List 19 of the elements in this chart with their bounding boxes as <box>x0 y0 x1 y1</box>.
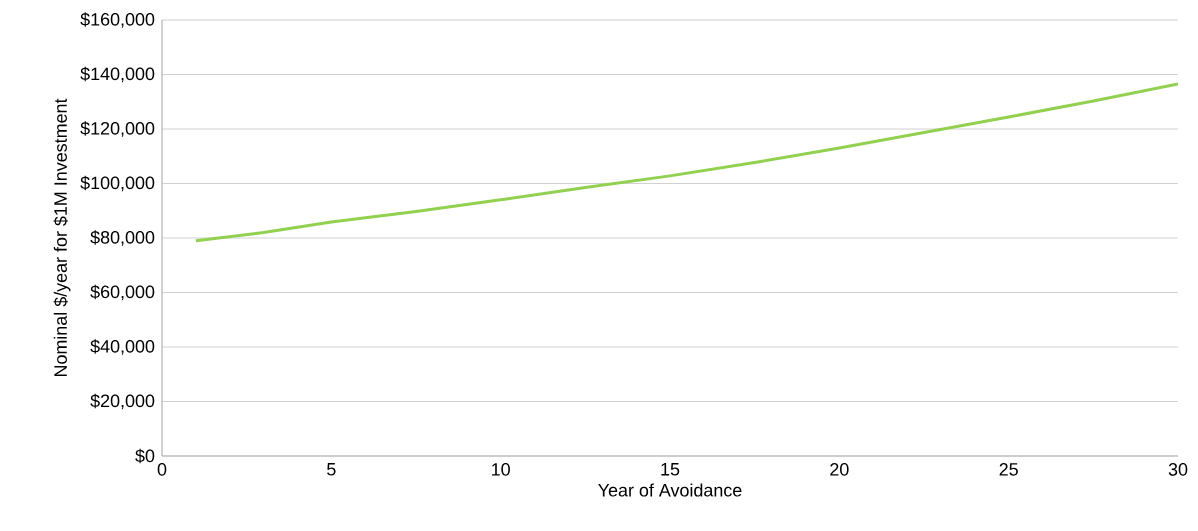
x-axis-title: Year of Avoidance <box>598 483 742 497</box>
x-tick-label: 15 <box>661 463 680 476</box>
y-tick-label: $100,000 <box>80 175 155 192</box>
y-tick-label: $140,000 <box>80 66 155 83</box>
x-tick-label: 30 <box>1168 463 1188 476</box>
y-tick-label: $120,000 <box>80 121 155 137</box>
x-tick-label: 25 <box>999 463 1018 476</box>
x-tick-label: 5 <box>327 463 336 476</box>
y-axis-title: Nominal $/year for $1M Investment <box>53 98 71 377</box>
x-tick-label: 10 <box>492 463 510 476</box>
y-tick-label: $60,000 <box>90 284 155 301</box>
x-tick-label: 0 <box>157 463 167 476</box>
line-series <box>194 82 1179 243</box>
y-tick-label: $80,000 <box>90 230 155 246</box>
y-tick-label: $0 <box>135 448 155 464</box>
x-tick-label: 20 <box>830 463 849 476</box>
y-tick-label: $20,000 <box>90 393 155 410</box>
y-tick-label: $40,000 <box>90 339 155 355</box>
y-tick-label: $160,000 <box>80 12 155 28</box>
